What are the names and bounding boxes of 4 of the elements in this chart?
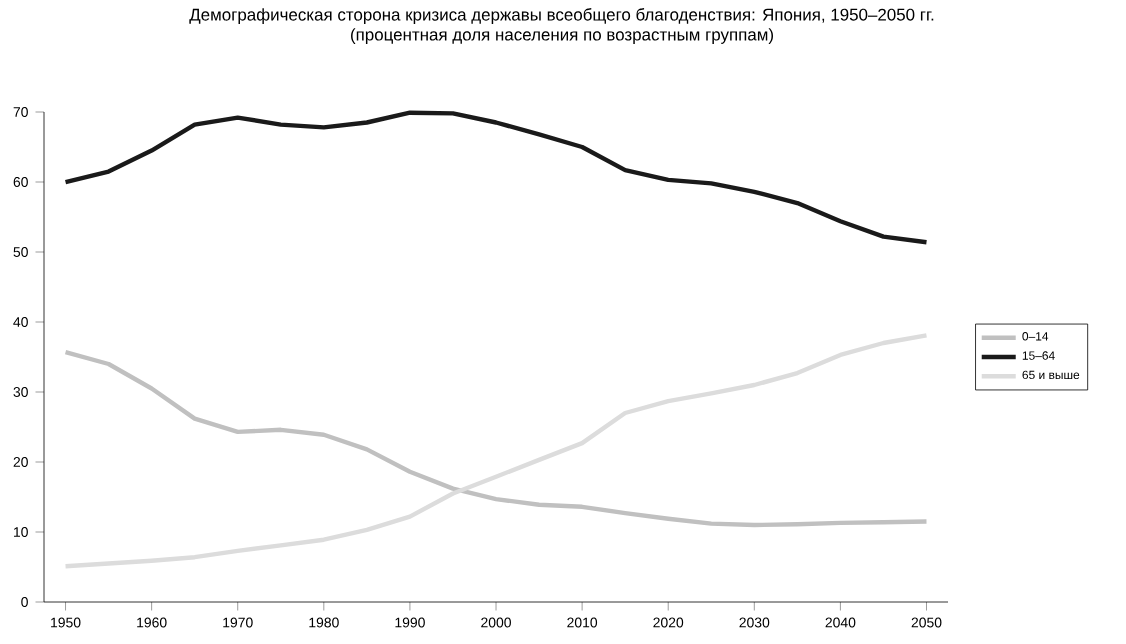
chart-title: Демографическая сторона кризиса державы всеобщего благоденствия: Япония, 1950–2050 гг. [189, 8, 934, 24]
line-series [63, 349, 929, 528]
line-series [63, 110, 929, 245]
chart-subtitle: (процентная доля населения по возрастным группам) [351, 28, 774, 44]
